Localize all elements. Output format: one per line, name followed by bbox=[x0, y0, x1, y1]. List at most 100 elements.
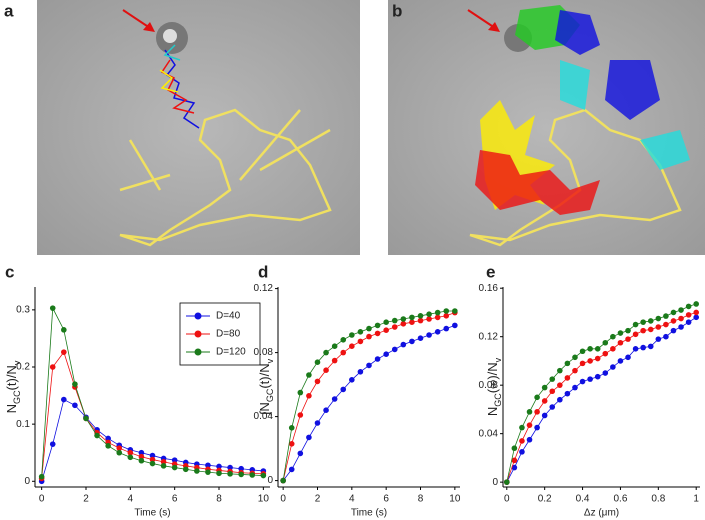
y-label-part: (t)/N bbox=[257, 363, 272, 388]
marker bbox=[288, 425, 295, 431]
marker bbox=[331, 357, 338, 364]
marker bbox=[685, 303, 692, 310]
marker bbox=[417, 317, 424, 324]
marker bbox=[511, 464, 518, 471]
marker bbox=[579, 360, 586, 367]
marker bbox=[541, 384, 548, 391]
y-label-part: v bbox=[12, 360, 22, 365]
y-axis-label: NGC(t)/Nv bbox=[4, 360, 22, 413]
marker bbox=[127, 454, 134, 461]
y-tick-label: 0.12 bbox=[254, 283, 274, 294]
marker bbox=[519, 449, 525, 455]
marker bbox=[452, 322, 458, 329]
marker bbox=[340, 337, 347, 343]
marker bbox=[617, 358, 624, 364]
panel-label: b bbox=[392, 1, 402, 20]
marker bbox=[452, 308, 458, 314]
y-label-part: ∫N bbox=[257, 402, 272, 416]
y-label-part: GC bbox=[493, 393, 503, 407]
legend-label: D=80 bbox=[216, 329, 241, 340]
marker bbox=[572, 367, 578, 374]
marker bbox=[249, 472, 256, 478]
marker bbox=[617, 339, 624, 346]
y-tick-label: 0.04 bbox=[479, 428, 499, 439]
x-tick-label: 0.4 bbox=[576, 494, 590, 505]
marker bbox=[216, 470, 222, 477]
marker bbox=[519, 438, 525, 444]
marker bbox=[138, 449, 145, 456]
marker bbox=[357, 369, 364, 375]
marker bbox=[205, 462, 211, 469]
micrograph-a bbox=[37, 0, 360, 255]
marker bbox=[366, 333, 372, 340]
marker bbox=[640, 327, 646, 334]
marker bbox=[655, 315, 662, 322]
marker bbox=[663, 321, 669, 328]
marker bbox=[632, 346, 639, 352]
marker bbox=[238, 465, 244, 472]
marker bbox=[426, 332, 432, 338]
marker bbox=[306, 372, 312, 378]
marker bbox=[685, 312, 692, 318]
series-line bbox=[282, 325, 455, 481]
marker bbox=[331, 396, 338, 402]
panel-label: c bbox=[5, 262, 14, 281]
marker bbox=[678, 315, 684, 322]
marker bbox=[693, 309, 700, 316]
marker bbox=[534, 409, 540, 415]
y-label-part: v bbox=[265, 358, 275, 363]
marker bbox=[297, 450, 304, 457]
marker bbox=[670, 309, 677, 316]
marker bbox=[340, 349, 347, 356]
marker bbox=[306, 434, 312, 441]
marker bbox=[640, 319, 646, 325]
marker bbox=[434, 309, 441, 316]
x-tick-label: 4 bbox=[128, 494, 134, 505]
marker bbox=[400, 341, 407, 348]
marker bbox=[227, 464, 233, 471]
marker bbox=[38, 473, 45, 480]
x-tick-label: 1 bbox=[693, 494, 699, 505]
marker bbox=[655, 324, 662, 330]
marker bbox=[534, 394, 540, 401]
marker bbox=[426, 311, 432, 318]
marker bbox=[443, 325, 450, 332]
marker bbox=[357, 338, 364, 345]
panel-label: e bbox=[486, 262, 495, 281]
marker bbox=[349, 377, 355, 383]
marker bbox=[400, 321, 407, 327]
marker bbox=[374, 356, 381, 362]
y-tick-label: 0.3 bbox=[16, 304, 30, 315]
x-tick-label: 8 bbox=[418, 494, 424, 505]
marker bbox=[260, 472, 267, 479]
marker bbox=[541, 398, 548, 404]
marker bbox=[105, 443, 111, 449]
x-tick-label: 0.8 bbox=[651, 494, 665, 505]
marker bbox=[564, 390, 571, 397]
marker bbox=[383, 327, 389, 334]
marker bbox=[610, 364, 616, 370]
marker bbox=[541, 412, 548, 419]
legend-label: D=40 bbox=[216, 311, 241, 322]
marker bbox=[625, 336, 631, 342]
marker bbox=[280, 477, 286, 484]
marker bbox=[685, 319, 692, 325]
marker bbox=[61, 327, 67, 333]
marker bbox=[647, 318, 654, 324]
marker bbox=[602, 350, 609, 357]
marker bbox=[526, 409, 533, 415]
y-tick-label: 0.04 bbox=[254, 411, 274, 422]
marker bbox=[443, 313, 450, 319]
marker bbox=[557, 382, 563, 388]
marker bbox=[149, 456, 156, 463]
marker bbox=[426, 316, 432, 322]
marker bbox=[49, 364, 56, 370]
marker bbox=[297, 389, 304, 396]
x-tick-label: 4 bbox=[349, 494, 355, 505]
y-tick-label: 0 bbox=[492, 477, 498, 488]
y-label-part: GC bbox=[265, 388, 275, 402]
marker bbox=[564, 375, 571, 381]
marker bbox=[647, 343, 654, 350]
marker bbox=[617, 330, 624, 336]
marker bbox=[288, 466, 295, 473]
